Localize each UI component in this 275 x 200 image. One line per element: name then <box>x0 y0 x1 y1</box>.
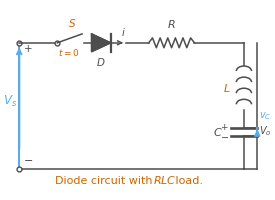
Text: $V_s$: $V_s$ <box>3 93 17 109</box>
Text: $v_C$: $v_C$ <box>259 110 272 122</box>
Text: $RLC$: $RLC$ <box>153 174 176 186</box>
Text: $i$: $i$ <box>121 26 125 38</box>
Text: $+$: $+$ <box>220 122 229 132</box>
Text: $S$: $S$ <box>68 17 77 29</box>
Text: $t=0$: $t=0$ <box>58 47 79 58</box>
Text: $-$: $-$ <box>219 131 229 141</box>
Text: $D$: $D$ <box>96 56 106 68</box>
Text: $L$: $L$ <box>223 82 231 94</box>
Text: $+$: $+$ <box>23 43 33 54</box>
Text: $R$: $R$ <box>167 18 176 30</box>
Text: load.: load. <box>172 176 203 186</box>
Text: $V_o$: $V_o$ <box>259 125 272 138</box>
Text: Diode circuit with: Diode circuit with <box>55 176 156 186</box>
Text: $C$: $C$ <box>213 126 223 138</box>
Text: $-$: $-$ <box>23 154 33 164</box>
Polygon shape <box>92 34 111 52</box>
